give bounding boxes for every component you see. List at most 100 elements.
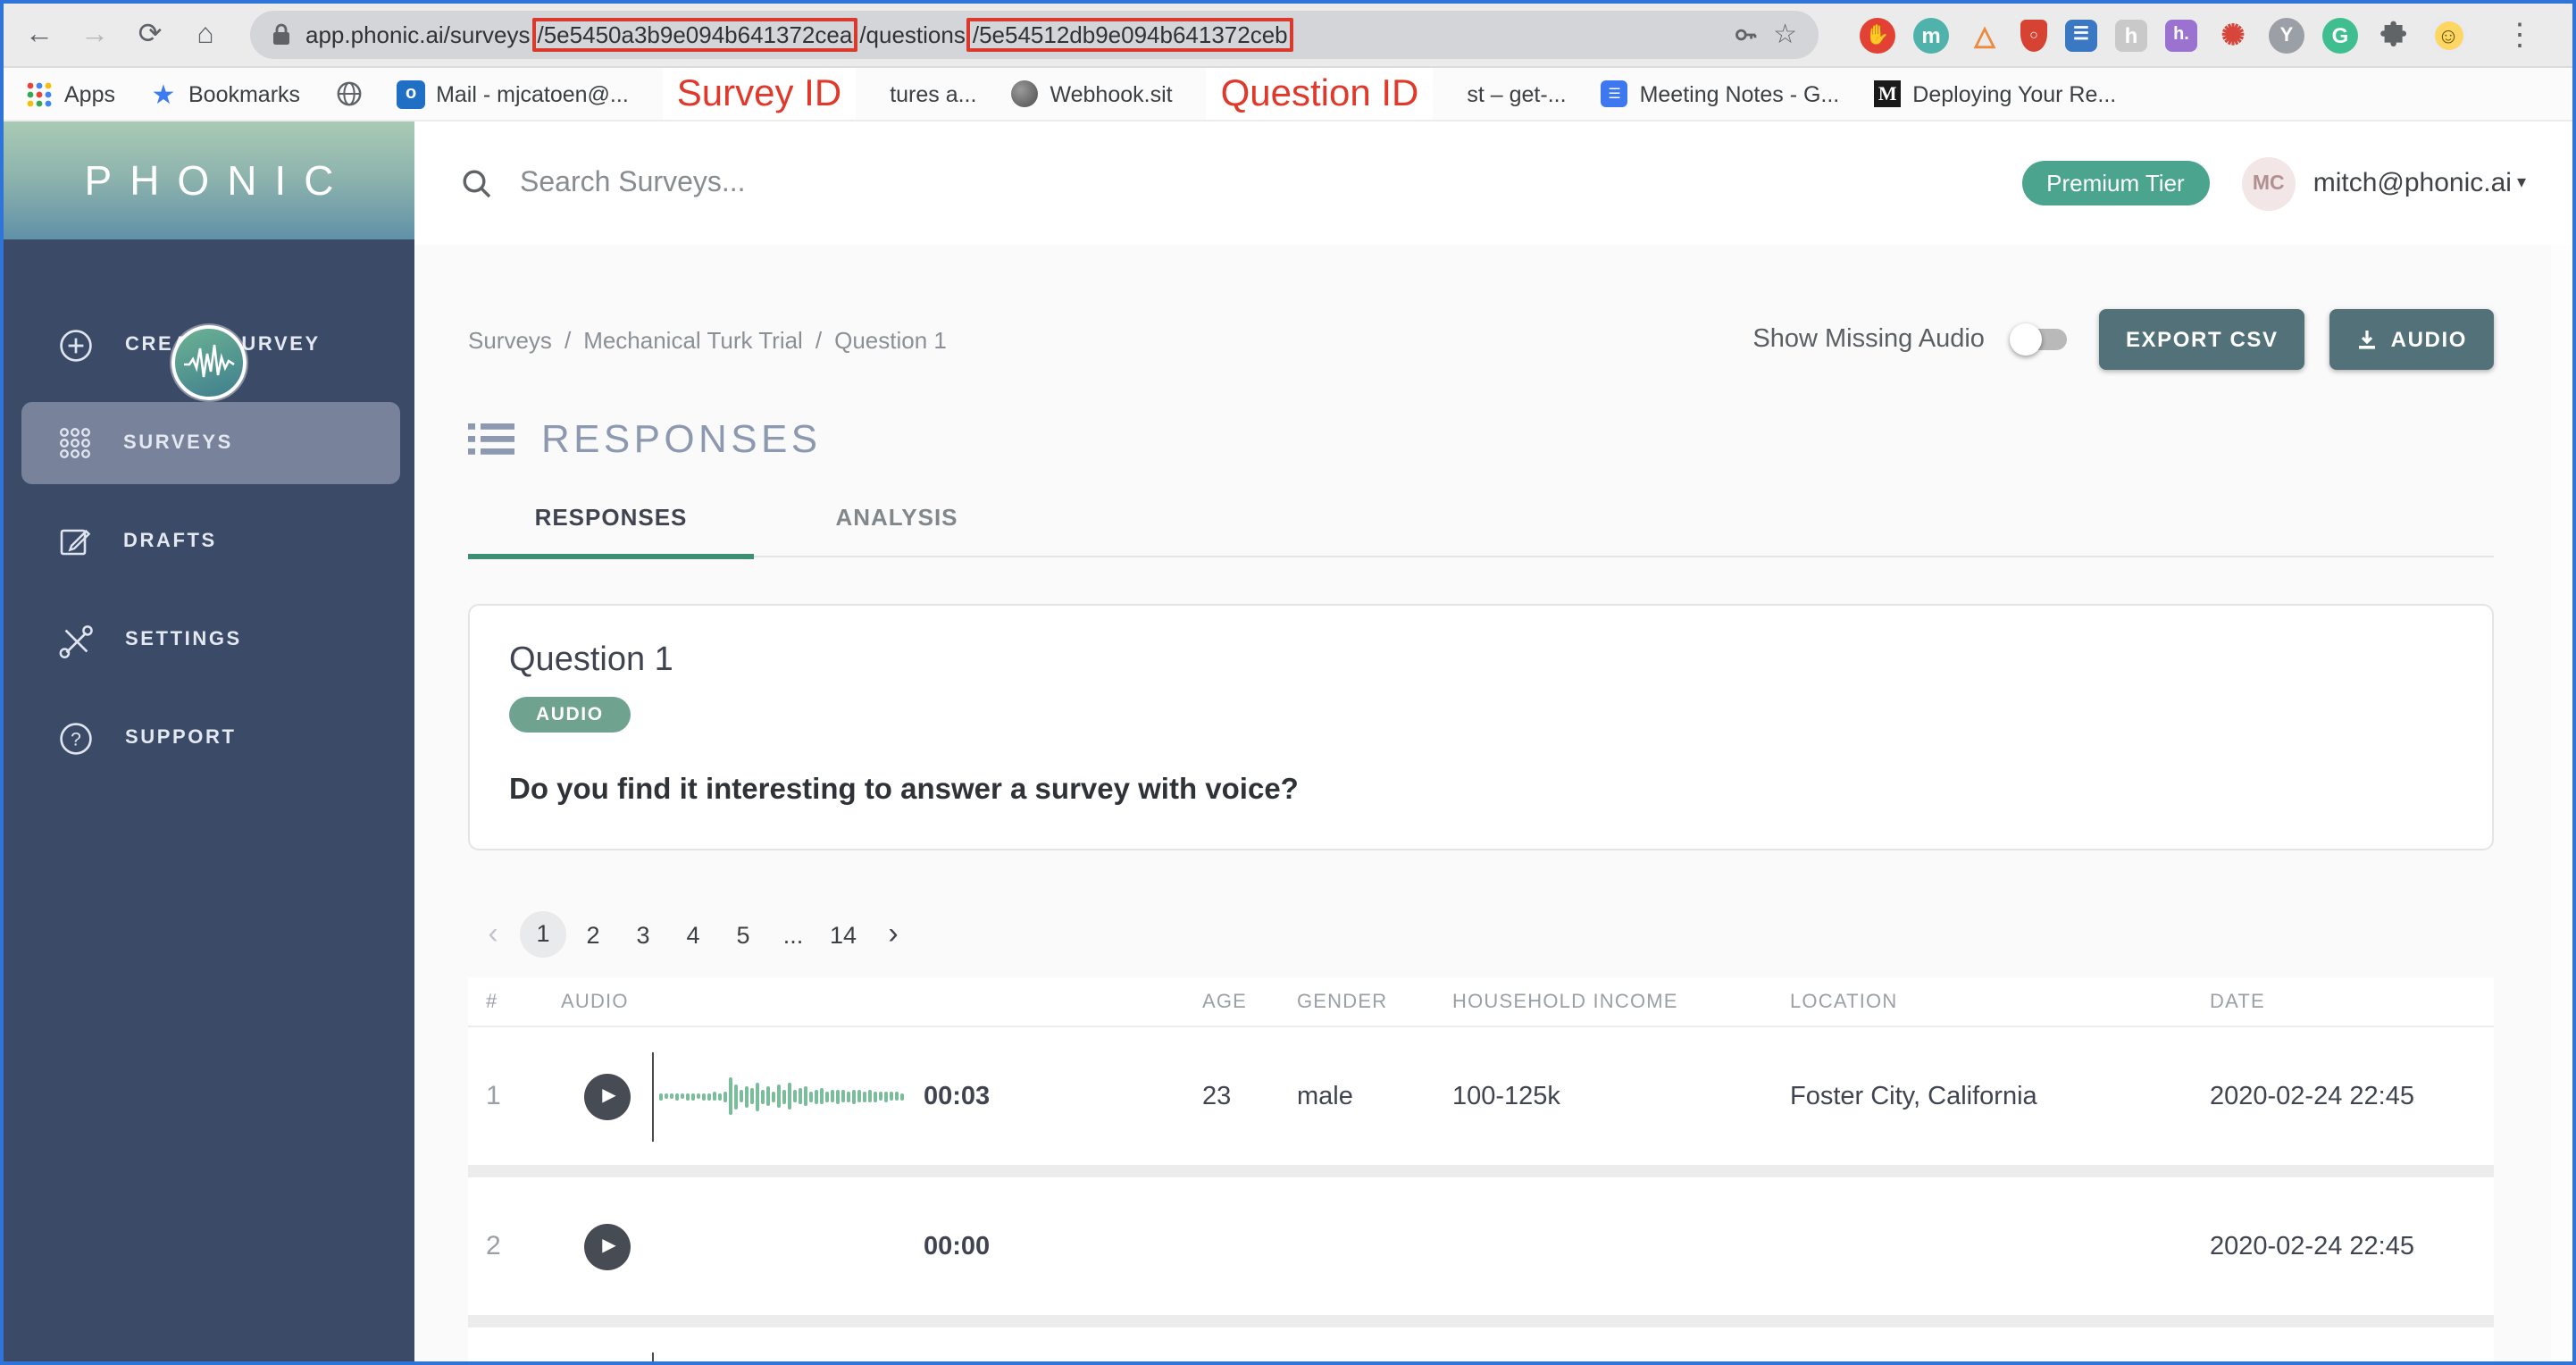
breadcrumb-separator: / bbox=[815, 326, 823, 353]
reload-icon[interactable]: ⟳ bbox=[138, 19, 163, 49]
pagination: ‹ 1 2 3 4 5... 14 › bbox=[468, 911, 2494, 958]
waveform-bar bbox=[761, 1089, 765, 1103]
page-content: Surveys / Mechanical Turk Trial / Question 1… bbox=[414, 245, 2572, 1361]
bookmark-item[interactable]: M Deploying Your Re... bbox=[1873, 80, 2116, 108]
annotation-label: Survey ID bbox=[662, 68, 857, 120]
bookmark-star-icon[interactable]: ☆ bbox=[1773, 20, 1797, 50]
waveform-bar bbox=[745, 1085, 749, 1107]
pagination-next-icon[interactable]: › bbox=[888, 917, 899, 950]
back-icon[interactable]: ← bbox=[25, 19, 54, 49]
bookmark-label: Apps bbox=[64, 81, 115, 106]
tab-analysis[interactable]: ANALYSIS bbox=[835, 504, 958, 531]
waveform-bar bbox=[879, 1092, 882, 1101]
bookmark-label: tures a... bbox=[890, 81, 977, 106]
bookmarks-bar: Apps ★ Bookmarks o Mail - mjcatoen@... Survey… bbox=[4, 68, 2572, 121]
download-icon bbox=[2357, 329, 2379, 350]
plus-circle-icon bbox=[57, 326, 95, 364]
tab-responses[interactable]: RESPONSES bbox=[534, 504, 688, 531]
address-bar[interactable]: app.phonic.ai/surveys/5e5450a3b9e094b641… bbox=[250, 11, 1819, 59]
pagination-page[interactable]: 2 bbox=[586, 921, 600, 948]
waveform-bar bbox=[868, 1090, 872, 1102]
gray-y-extension-icon[interactable]: Y bbox=[2269, 17, 2304, 53]
pagination-prev-icon[interactable]: ‹ bbox=[488, 917, 498, 950]
show-missing-audio-toggle[interactable] bbox=[2009, 323, 2074, 356]
blue-list-extension-icon[interactable]: ☰ bbox=[2065, 19, 2097, 51]
audio-type-badge: AUDIO bbox=[509, 697, 631, 733]
apps-grid-icon bbox=[25, 80, 54, 108]
account-caret-icon[interactable]: ▾ bbox=[2516, 173, 2526, 193]
orange-pen-extension-icon[interactable]: △ bbox=[1974, 21, 1995, 51]
outlook-icon: o bbox=[397, 80, 426, 108]
waveform-bar bbox=[874, 1091, 877, 1101]
pagination-page[interactable]: 3 bbox=[636, 921, 650, 948]
playhead-cursor bbox=[652, 1352, 654, 1361]
scrollbar-gutter[interactable] bbox=[2551, 245, 2572, 1361]
bookmark-item[interactable]: ★ Bookmarks bbox=[149, 80, 301, 110]
waveform-bar bbox=[675, 1093, 679, 1100]
avatar[interactable]: MC bbox=[2241, 156, 2296, 210]
bookmark-item[interactable]: st – get-... bbox=[1467, 81, 1566, 106]
sidebar-item-label: DRAFTS bbox=[123, 531, 217, 552]
sidebar-item-label: SETTINGS bbox=[125, 629, 242, 650]
waveform-region[interactable] bbox=[652, 1202, 902, 1291]
browser-menu-icon[interactable]: ⋮ bbox=[2505, 17, 2535, 51]
password-key-icon[interactable] bbox=[1732, 21, 1759, 48]
bookmark-label: Mail - mjcatoen@... bbox=[436, 81, 629, 106]
cell-income: 100-125k bbox=[1452, 1082, 1560, 1110]
pagination-page[interactable]: 1 bbox=[518, 911, 568, 958]
forward-icon[interactable]: → bbox=[80, 19, 109, 49]
row-index: 1 bbox=[486, 1081, 501, 1111]
red-hand-extension-icon[interactable]: ✋ bbox=[1860, 17, 1895, 53]
sidebar-item-settings[interactable]: SETTINGS bbox=[4, 616, 414, 663]
question-id-highlight: /5e54512db9e094b641372ceb bbox=[966, 18, 1293, 52]
waveform-bar bbox=[820, 1088, 824, 1104]
bookmark-item[interactable]: Apps bbox=[25, 80, 115, 108]
sidebar-item-label: SURVEYS bbox=[123, 432, 233, 454]
breadcrumb-segment[interactable]: Question 1 bbox=[834, 326, 947, 353]
play-button[interactable]: ▶ bbox=[584, 1073, 631, 1119]
download-audio-button[interactable]: AUDIO bbox=[2329, 309, 2494, 370]
green-g-extension-icon[interactable]: G bbox=[2322, 17, 2358, 53]
globe-icon bbox=[334, 80, 363, 108]
bookmark-item[interactable]: o Mail - mjcatoen@... bbox=[397, 80, 629, 108]
audio-cell: ▶ 00:03 bbox=[561, 1051, 1202, 1141]
bookmark-item[interactable]: ☰ Meeting Notes - G... bbox=[1601, 80, 1839, 108]
purple-h-extension-icon[interactable]: h. bbox=[2165, 19, 2197, 51]
pagination-page[interactable]: 14 bbox=[829, 921, 857, 948]
breadcrumb-separator: / bbox=[564, 326, 572, 353]
sidebar-item-support[interactable]: ? SUPPORT bbox=[4, 715, 414, 761]
sidebar: PHONIC CREATE SURVEY SURVEYS DRAFTS SETTING… bbox=[4, 121, 414, 1361]
teal-m-extension-icon[interactable]: m bbox=[1913, 17, 1949, 53]
smiley-extension-icon[interactable]: ☺ bbox=[2430, 16, 2467, 54]
url-text[interactable]: app.phonic.ai/surveys/5e5450a3b9e094b641… bbox=[305, 18, 1295, 52]
waveform-region[interactable] bbox=[652, 1051, 904, 1141]
pagination-page[interactable]: ... bbox=[782, 921, 804, 948]
export-csv-button[interactable]: EXPORT CSV bbox=[2098, 309, 2305, 370]
waveform-bar bbox=[863, 1091, 866, 1101]
home-icon[interactable]: ⌂ bbox=[197, 19, 214, 49]
browser-toolbar: ← → ⟳ ⌂ app.phonic.ai/surveys/5e5450a3b9… bbox=[4, 4, 2572, 68]
gray-h-extension-icon[interactable]: h bbox=[2115, 19, 2147, 51]
bookmark-item[interactable]: tures a... bbox=[890, 81, 976, 106]
column-header: # bbox=[486, 991, 498, 1012]
waveform-region[interactable] bbox=[652, 1352, 902, 1361]
breadcrumb-segment[interactable]: Mechanical Turk Trial bbox=[583, 326, 803, 353]
play-button[interactable]: ▶ bbox=[584, 1223, 631, 1269]
bookmark-item[interactable]: Webhook.sit bbox=[1010, 80, 1173, 108]
sidebar-item-drafts[interactable]: DRAFTS bbox=[4, 518, 414, 565]
red-spiral-extension-icon[interactable]: ✺ bbox=[2221, 21, 2246, 51]
waveform-bar bbox=[815, 1089, 818, 1103]
search-input[interactable] bbox=[516, 165, 1059, 201]
pagination-page[interactable]: 5 bbox=[736, 921, 750, 948]
breadcrumb-segment[interactable]: Surveys bbox=[468, 326, 552, 353]
column-header: AGE bbox=[1202, 991, 1248, 1012]
search-surveys[interactable] bbox=[461, 165, 2021, 201]
user-email[interactable]: mitch@phonic.ai bbox=[2313, 168, 2512, 198]
waveform-bar bbox=[766, 1086, 770, 1106]
pagination-page[interactable]: 4 bbox=[686, 921, 700, 948]
puzzle-extension-icon[interactable] bbox=[2376, 17, 2412, 53]
sidebar-item-surveys[interactable]: SURVEYS bbox=[21, 402, 400, 484]
red-shield-extension-icon[interactable]: ○ bbox=[2020, 19, 2047, 51]
bookmark-item[interactable] bbox=[334, 80, 363, 108]
cell-date: 2020-02-24 22:45 bbox=[2210, 1082, 2414, 1110]
